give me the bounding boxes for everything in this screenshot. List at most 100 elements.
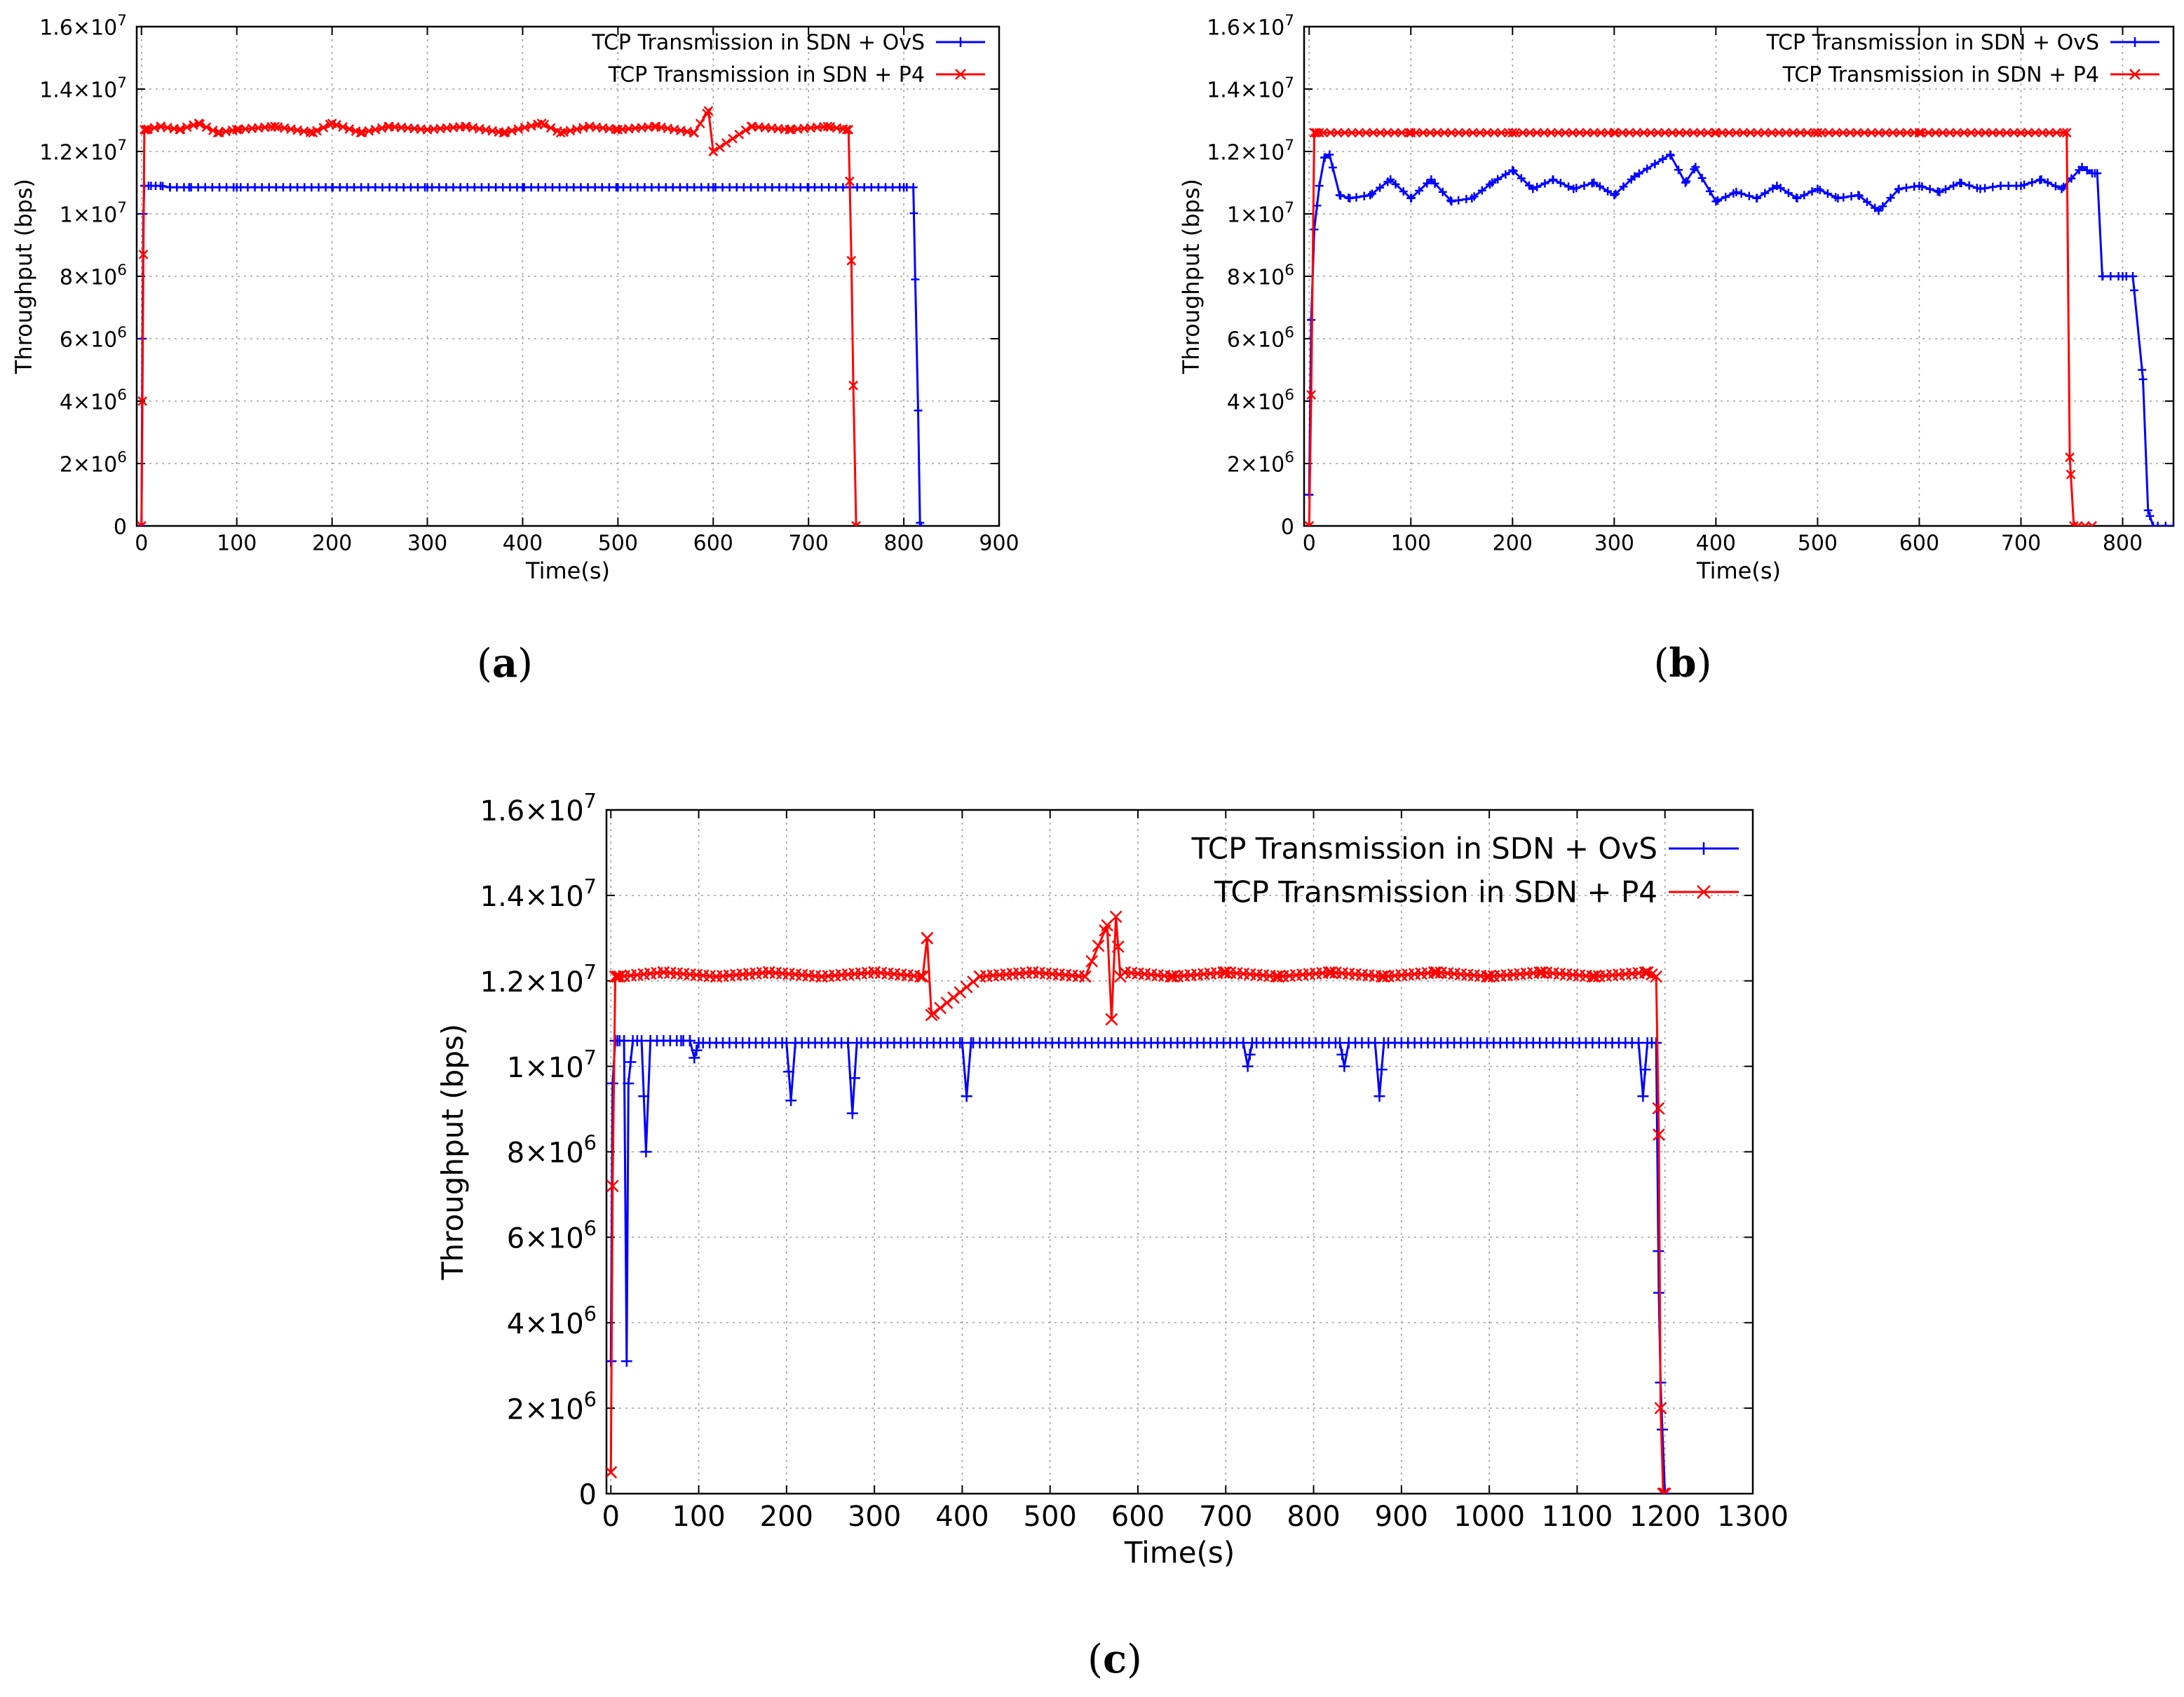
data-point	[1446, 196, 1455, 205]
data-point	[768, 183, 777, 192]
chart-panel-c: 0 2×106 4×106 6×106 8×106 1×107 1.2×107 1.4×107…	[435, 789, 1789, 1682]
data-point	[967, 975, 979, 989]
data-point	[208, 183, 217, 192]
data-point	[293, 183, 302, 192]
data-point	[914, 970, 927, 983]
series-line	[1308, 131, 2092, 526]
data-point	[484, 183, 494, 192]
data-point	[212, 128, 223, 138]
y-tick-label: 4×106	[1227, 386, 1294, 415]
data-point	[1560, 128, 1571, 138]
data-point	[2077, 163, 2087, 172]
data-point	[675, 183, 684, 192]
data-point	[1674, 128, 1685, 138]
data-point	[338, 122, 348, 132]
data-point	[1874, 206, 1883, 215]
data-point	[782, 183, 791, 192]
data-point	[1493, 175, 1503, 184]
data-point	[739, 183, 748, 192]
data-point	[690, 183, 699, 192]
data-point	[1528, 184, 1538, 194]
data-point	[1507, 128, 1518, 138]
data-point	[654, 183, 663, 192]
data-point	[1813, 184, 1822, 194]
data-point	[1659, 1488, 1671, 1494]
legend-sample-marker	[955, 69, 966, 80]
legend-sample-marker	[1697, 842, 1710, 855]
data-point	[1812, 128, 1823, 138]
data-point	[1549, 175, 1558, 184]
data-point	[1306, 390, 1317, 400]
data-point	[888, 183, 897, 192]
data-point	[789, 183, 798, 192]
data-point	[1793, 194, 1802, 203]
data-point	[900, 183, 909, 192]
data-point	[1582, 128, 1592, 138]
data-point	[264, 183, 273, 192]
data-point	[718, 183, 727, 192]
data-point	[2009, 128, 2019, 138]
data-point	[825, 183, 834, 192]
x-axis-label: Time(s)	[1696, 557, 1781, 584]
y-tick-label: 1.4×107	[1207, 74, 1294, 103]
data-point	[954, 986, 967, 999]
data-point	[754, 183, 763, 192]
data-point	[1643, 164, 1652, 173]
data-point	[965, 1037, 977, 1049]
data-point	[844, 176, 855, 187]
data-point	[1880, 128, 1891, 138]
data-point	[1955, 178, 1965, 187]
data-point	[355, 128, 366, 138]
data-point	[1310, 225, 1319, 234]
data-point	[1460, 128, 1471, 138]
x-tick-label: 600	[1899, 532, 1939, 556]
data-point	[804, 183, 813, 192]
data-point	[1639, 1064, 1651, 1076]
data-point	[1914, 128, 1925, 138]
data-point	[961, 1090, 972, 1102]
data-point	[318, 123, 329, 133]
data-point	[1847, 191, 1856, 201]
y-tick-label: 4×106	[507, 1302, 597, 1340]
data-point	[1666, 150, 1675, 159]
x-tick-label: 1300	[1717, 1501, 1789, 1533]
x-tick-label: 400	[935, 1501, 989, 1533]
series-p4	[1304, 128, 2097, 526]
data-point	[1453, 128, 1464, 138]
data-point	[1873, 128, 1884, 138]
data-point	[250, 183, 259, 192]
data-point	[1314, 128, 1324, 138]
data-point	[1965, 181, 1974, 190]
data-point	[1781, 128, 1791, 138]
data-point	[1681, 128, 1692, 138]
y-tick-label: 1.2×107	[480, 960, 597, 999]
data-point	[406, 183, 415, 192]
data-point	[2153, 522, 2162, 526]
data-point	[1391, 180, 1400, 189]
data-point	[371, 183, 380, 192]
data-point	[1569, 184, 1578, 194]
data-point	[647, 183, 656, 192]
data-point	[1705, 187, 1714, 196]
data-point	[1340, 128, 1350, 138]
data-point	[1510, 128, 1521, 138]
data-point	[1657, 1487, 1670, 1494]
data-point	[1501, 170, 1510, 179]
data-point	[1859, 128, 1869, 138]
data-point	[1338, 1060, 1350, 1072]
data-point	[1752, 128, 1763, 138]
y-tick-label: 0	[1281, 515, 1294, 539]
series-line	[140, 184, 922, 526]
data-point	[934, 1001, 947, 1015]
data-point	[1539, 128, 1549, 138]
data-point	[569, 183, 578, 192]
data-point	[1315, 181, 1324, 190]
data-point	[222, 183, 231, 192]
data-point	[1803, 128, 1812, 138]
data-point	[940, 996, 954, 1009]
data-point	[689, 1052, 700, 1064]
data-point	[2118, 272, 2127, 280]
data-point	[1324, 966, 1338, 979]
data-point	[1760, 128, 1770, 138]
data-point	[1026, 966, 1039, 979]
